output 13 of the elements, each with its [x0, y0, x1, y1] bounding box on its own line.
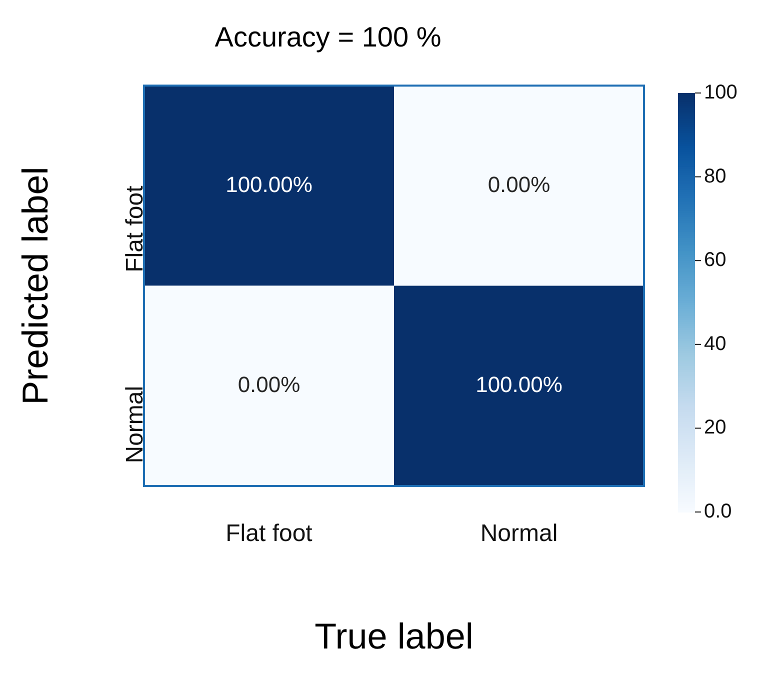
data-label: 0.00% [488, 172, 550, 197]
color-bar-label: 20 [704, 416, 726, 439]
color-bar-label: 40 [704, 332, 726, 355]
color-bar-label: 80 [704, 165, 726, 188]
data-label: 100.00% [226, 172, 312, 197]
y-axis-title: Predicted label [14, 166, 56, 405]
data-label: 100.00% [476, 372, 562, 397]
color-bar-label: 60 [704, 249, 726, 272]
data-label: 0.00% [238, 372, 300, 397]
color-bar-label: 0.0 [704, 500, 732, 523]
chart-title: Accuracy = 100 % [214, 22, 442, 53]
x-axis-title: True label [314, 615, 474, 656]
color-bar-label: 100 [704, 82, 738, 104]
